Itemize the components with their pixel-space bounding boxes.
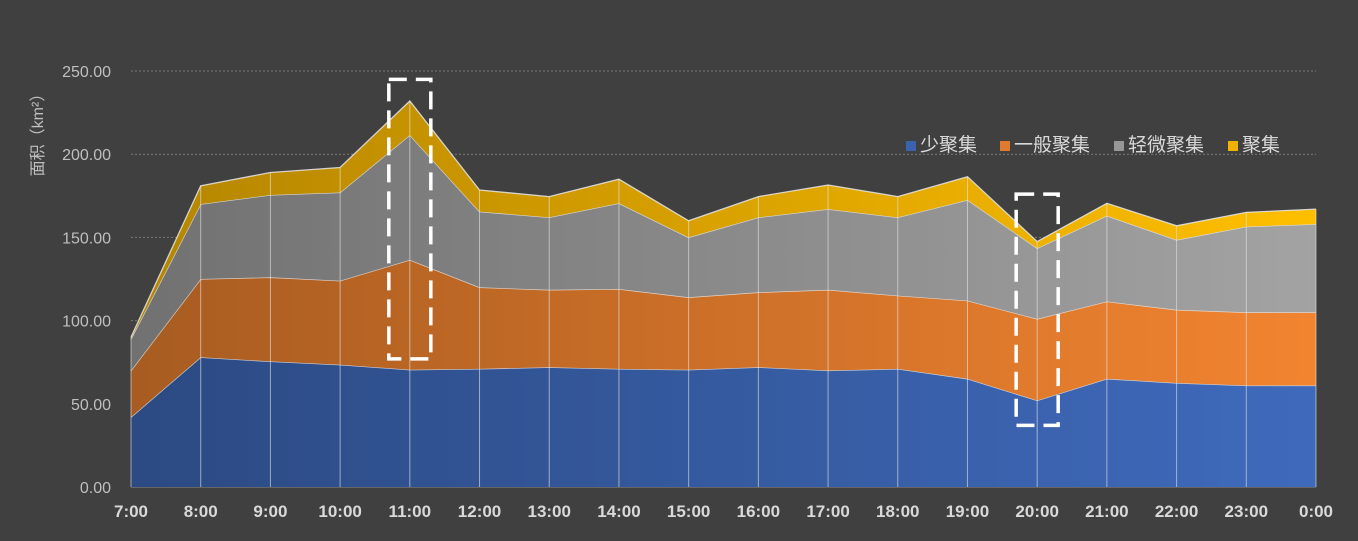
legend-label: 一般聚集 [1014,134,1090,156]
series-area-low [131,357,1316,487]
x-tick-label: 9:00 [253,502,287,521]
series-area-gather [131,101,1316,339]
legend-label: 少聚集 [920,134,977,156]
x-tick-label: 15:00 [667,502,710,521]
y-tick-label: 0.00 [80,480,111,497]
x-tick-label: 21:00 [1085,502,1128,521]
series-areas [130,100,1317,487]
x-tick-label: 10:00 [318,502,361,521]
x-axis-ticks: 7:00 8:00 9:00 10:00 11:00 12:00 13:00 14:00 15:… [114,502,1333,521]
x-tick-label: 12:00 [458,502,501,521]
legend-swatch [906,141,916,151]
legend-swatch [1114,141,1124,151]
legend-swatch [1228,141,1238,151]
y-tick-label: 150.00 [62,230,111,247]
x-tick-label: 11:00 [389,502,432,521]
x-tick-label: 8:00 [184,502,218,521]
x-tick-label: 0:00 [1299,502,1333,521]
x-tick-label: 18:00 [876,502,919,521]
y-axis-ticks: 0.00 50.00 100.00 150.00 200.00 250.00 [62,64,111,497]
x-tick-label: 17:00 [806,502,849,521]
category-separators [130,100,1317,487]
annotations [387,77,1060,428]
highlight-dashed-box [387,77,433,361]
y-tick-label: 50.00 [71,397,111,414]
x-tick-label: 20:00 [1015,502,1058,521]
legend-swatch [1000,141,1010,151]
x-tick-label: 7:00 [114,502,148,521]
series-top-edge [130,100,1317,338]
legend-label: 轻微聚集 [1128,134,1204,156]
legend: 少聚集 一般聚集 轻微聚集 聚集 [906,134,1280,156]
legend-label: 聚集 [1242,134,1280,156]
x-tick-label: 16:00 [737,502,780,521]
x-tick-label: 23:00 [1225,502,1268,521]
y-tick-label: 100.00 [62,314,111,331]
y-tick-label: 200.00 [62,147,111,164]
y-tick-label: 250.00 [62,64,111,81]
y-axis-label: 面积（km²） [29,86,47,177]
series-area-general [131,259,1316,418]
x-tick-label: 13:00 [527,502,570,521]
series-area-slight [131,135,1316,371]
x-tick-label: 22:00 [1155,502,1198,521]
x-tick-label: 14:00 [597,502,640,521]
x-tick-label: 19:00 [946,502,989,521]
